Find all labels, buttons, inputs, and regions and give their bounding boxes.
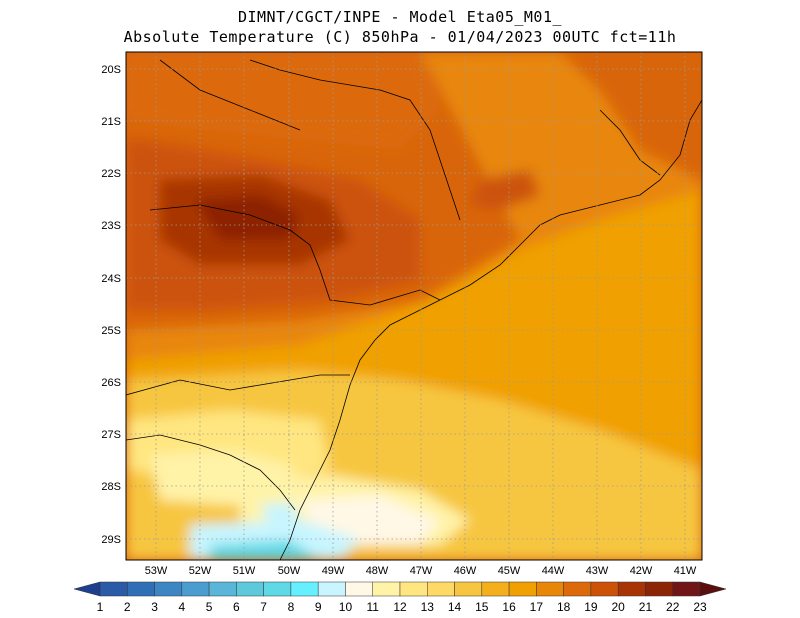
latitude-axis: 20S 21S 22S 23S 24S 25S 26S 27S 28S 29S [101,64,121,546]
lon-tick-label: 51W [233,565,256,577]
lon-tick-label: 44W [542,565,565,577]
colorbar-segment [508,581,537,597]
lon-tick-label: 47W [410,565,433,577]
colorbar-label: 9 [315,600,322,614]
lat-tick-label: 25S [101,325,121,337]
map-title-line1: DIMNT/CGCT/INPE - Model Eta05_M01_ [237,8,563,26]
lon-tick-label: 48W [366,565,389,577]
colorbar-segment [154,581,183,597]
colorbar-segment [454,581,483,597]
lon-tick-label: 45W [498,565,521,577]
colorbar-label: 3 [151,600,158,614]
colorbar-label: 7 [260,600,267,614]
colorbar-segment [427,581,455,597]
colorbar-segment [345,581,373,597]
colorbar-segment [99,581,128,597]
colorbar-label: 4 [178,600,185,614]
lon-tick-label: 49W [322,565,345,577]
colorbar-segment [317,581,346,597]
colorbar: 1 2 3 4 5 6 7 8 9 10 11 12 13 14 15 16 17 18 19 20 21 22 23 [73,581,727,614]
colorbar-label: 20 [612,600,626,614]
lon-tick-label: 42W [630,565,653,577]
coastline-and-borders [126,59,702,560]
colorbar-label: 6 [233,600,240,614]
lat-tick-label: 28S [101,481,121,493]
lat-tick-label: 29S [101,534,121,546]
colorbar-segment [563,581,592,597]
map-frame [125,51,703,561]
colorbar-label: 8 [288,600,295,614]
colorbar-segment [617,581,646,597]
lat-tick-label: 26S [101,377,121,389]
colorbar-label: 18 [557,600,571,614]
colorbar-label: 5 [206,600,213,614]
colorbar-label: 11 [366,600,379,614]
colorbar-segment [399,581,428,597]
colorbar-segment [536,581,564,597]
map-title-line2: Absolute Temperature (C) 850hPa - 01/04/… [123,28,677,46]
lat-tick-label: 22S [101,168,121,180]
colorbar-label: 13 [421,600,435,614]
colorbar-segment [127,581,155,597]
colorbar-label: 10 [339,600,353,614]
colorbar-label: 12 [393,600,407,614]
colorbar-segment [672,581,701,597]
colorbar-label: 1 [97,600,104,614]
colorbar-label: 22 [666,600,680,614]
colorbar-segment [73,581,101,597]
lat-tick-label: 21S [101,116,121,128]
lon-tick-label: 52W [189,565,212,577]
lat-tick-label: 24S [101,273,121,285]
lon-tick-label: 46W [454,565,477,577]
colorbar-label: 21 [639,600,653,614]
colorbar-segment [699,581,727,597]
colorbar-segment [590,581,619,597]
colorbar-label: 17 [530,600,544,614]
lon-tick-label: 43W [586,565,609,577]
colorbar-segment [263,581,292,597]
lat-tick-label: 23S [101,220,121,232]
lon-tick-label: 53W [145,565,168,577]
lon-tick-label: 41W [674,565,697,577]
colorbar-segment [290,581,319,597]
colorbar-segment [372,581,401,597]
colorbar-segment [236,581,264,597]
lat-tick-label: 20S [101,64,121,76]
longitude-axis: 53W 52W 51W 50W 49W 48W 47W 46W 45W 44W … [145,565,697,577]
lon-tick-label: 50W [278,565,301,577]
graticule [126,52,702,560]
colorbar-label: 15 [475,600,489,614]
colorbar-label: 23 [693,600,707,614]
colorbar-label: 19 [584,600,598,614]
colorbar-label: 2 [124,600,131,614]
colorbar-segment [208,581,237,597]
colorbar-segment [645,581,673,597]
temperature-field [126,52,702,560]
colorbar-segment [481,581,510,597]
colorbar-label: 14 [448,600,462,614]
colorbar-label: 16 [502,600,516,614]
colorbar-segment [181,581,210,597]
lat-tick-label: 27S [101,429,121,441]
